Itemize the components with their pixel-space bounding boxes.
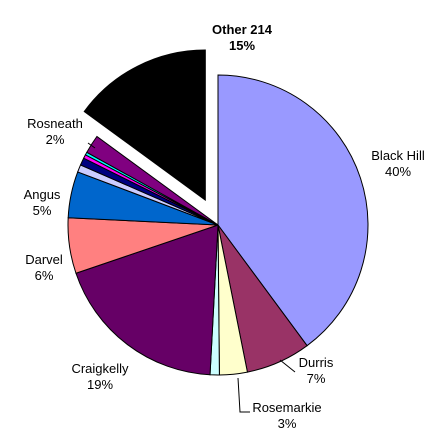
slice-value-durris: 7%	[307, 371, 326, 386]
slice-label-darvel: Darvel	[25, 252, 63, 267]
slice-value-rosneath: 2%	[46, 132, 65, 147]
slice-value-craigkelly: 19%	[87, 377, 113, 392]
slice-value-angus: 5%	[33, 203, 52, 218]
leader-line-rosemarkie	[237, 377, 250, 413]
slice-label-rosemarkie: Rosemarkie	[252, 400, 321, 415]
pie-slice-rosneath	[86, 135, 219, 226]
pie-slices	[67, 49, 369, 376]
slice-value-rosemarkie: 3%	[278, 416, 297, 431]
slice-value-other-214: 15%	[229, 38, 255, 53]
slice-label-other-214: Other 214	[212, 22, 273, 37]
slice-label-black-hill: Black Hill	[371, 148, 425, 163]
pie-slice-other-214	[83, 49, 206, 202]
leader-line-durris	[279, 359, 296, 373]
slice-label-craigkelly: Craigkelly	[71, 361, 129, 376]
leader-line-rosneath	[87, 142, 96, 149]
slice-label-angus: Angus	[24, 187, 61, 202]
slice-label-durris: Durris	[299, 355, 334, 370]
slice-label-rosneath: Rosneath	[27, 116, 83, 131]
slice-value-darvel: 6%	[35, 268, 54, 283]
pie-slice-craigkelly	[75, 224, 219, 376]
pie-slice-black-hill	[217, 74, 369, 347]
leader-lines	[87, 142, 296, 413]
slice-value-black-hill: 40%	[385, 164, 411, 179]
